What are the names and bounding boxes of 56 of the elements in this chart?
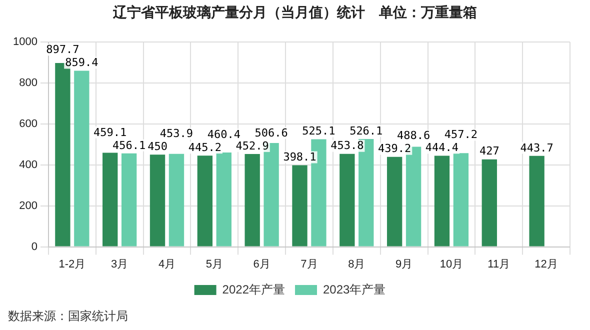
x-tick-label: 3月 [111,258,128,270]
data-label: 460.4 [207,128,241,141]
x-tick-label: 8月 [348,258,366,270]
x-tick-label: 1-2月 [58,258,86,270]
bar [529,156,544,246]
bar [453,153,469,246]
data-label: 453.8 [330,139,364,152]
x-tick-label: 11月 [488,258,510,270]
legend-label: 2023年产量 [323,282,386,296]
data-label: 445.2 [188,140,222,154]
y-tick-label: 800 [19,76,38,89]
data-label: 398.1 [283,150,316,164]
x-tick-label: 4月 [158,258,176,270]
data-label: 859.4 [65,56,99,70]
bar [216,152,232,246]
chart-title: 辽宁省平板玻璃产量分月（当月值）统计 单位：万重量箱 [112,4,478,22]
data-label: 427 [479,144,500,158]
data-label: 439.2 [378,142,412,156]
data-label: 457.2 [444,128,478,142]
bar [74,70,90,246]
x-tick-label: 6月 [253,258,270,270]
bar [292,165,308,246]
x-tick-label: 5月 [206,258,223,270]
bar [244,154,260,246]
x-tick-label: 10月 [440,258,464,270]
bar [482,159,497,246]
data-label: 443.7 [520,141,554,154]
data-label: 525.1 [302,124,336,138]
x-tick-label: 7月 [300,258,318,270]
data-label: 897.7 [46,43,80,56]
data-label: 453.9 [160,127,194,140]
y-tick-label: 400 [19,158,38,171]
y-tick-label: 1000 [12,36,38,48]
data-label: 506.6 [254,126,288,140]
data-label: 450 [148,140,168,153]
bar [168,154,184,246]
y-tick-label: 600 [19,118,38,130]
bar [386,156,402,246]
data-label: 456.1 [112,138,146,152]
data-label: 526.1 [350,124,383,138]
data-label: 444.4 [425,141,459,154]
bar [150,154,166,246]
y-tick-label: 200 [19,200,38,212]
source-note: 数据来源：国家统计局 [8,308,128,325]
data-label: 459.1 [94,126,127,139]
x-tick-label: 12月 [534,258,558,270]
legend-label: 2022年产量 [222,282,286,296]
data-label: 488.6 [396,129,430,142]
data-label: 452.9 [236,139,269,152]
bar [102,152,118,246]
bar [197,156,213,246]
x-tick-label: 9月 [395,258,413,270]
y-tick-label: 0 [31,240,38,253]
bar [121,153,137,246]
bar [434,156,450,246]
bar [340,154,355,246]
